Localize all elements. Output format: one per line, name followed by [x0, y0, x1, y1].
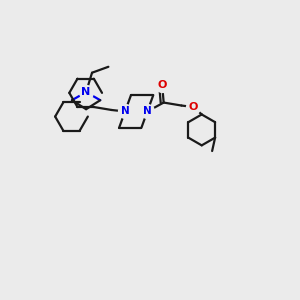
- Text: O: O: [189, 102, 198, 112]
- Text: N: N: [143, 106, 152, 116]
- Text: O: O: [158, 80, 167, 90]
- Text: N: N: [82, 87, 91, 97]
- Text: N: N: [121, 106, 129, 116]
